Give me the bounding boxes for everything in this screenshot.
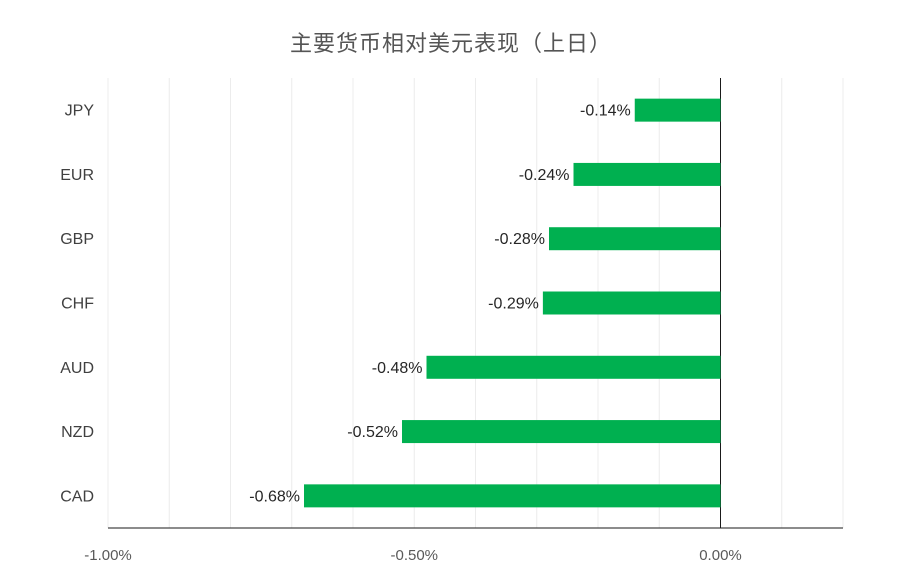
category-label: NZD	[61, 424, 94, 441]
category-label: JPY	[65, 103, 95, 120]
data-label: -0.14%	[580, 103, 631, 120]
category-label: CAD	[60, 488, 94, 505]
bar	[542, 291, 721, 315]
bar	[304, 484, 721, 508]
x-tick-label: -1.00%	[84, 547, 132, 564]
data-label: -0.24%	[519, 167, 570, 184]
data-label: -0.68%	[249, 488, 300, 505]
category-label: AUD	[60, 360, 94, 377]
category-label: CHF	[61, 296, 94, 313]
bar	[426, 355, 721, 379]
bar	[634, 98, 721, 122]
data-label: -0.48%	[372, 360, 423, 377]
bar	[549, 227, 721, 251]
bar	[573, 162, 721, 186]
data-label: -0.29%	[488, 296, 539, 313]
x-tick-label: 0.00%	[699, 547, 742, 564]
data-label: -0.28%	[494, 231, 545, 248]
category-label: EUR	[60, 167, 94, 184]
data-label: -0.52%	[347, 424, 398, 441]
chart-title: 主要货币相对美元表现（上日）	[289, 32, 612, 57]
category-label: GBP	[60, 231, 94, 248]
x-tick-label: -0.50%	[390, 547, 438, 564]
bar	[402, 420, 721, 444]
